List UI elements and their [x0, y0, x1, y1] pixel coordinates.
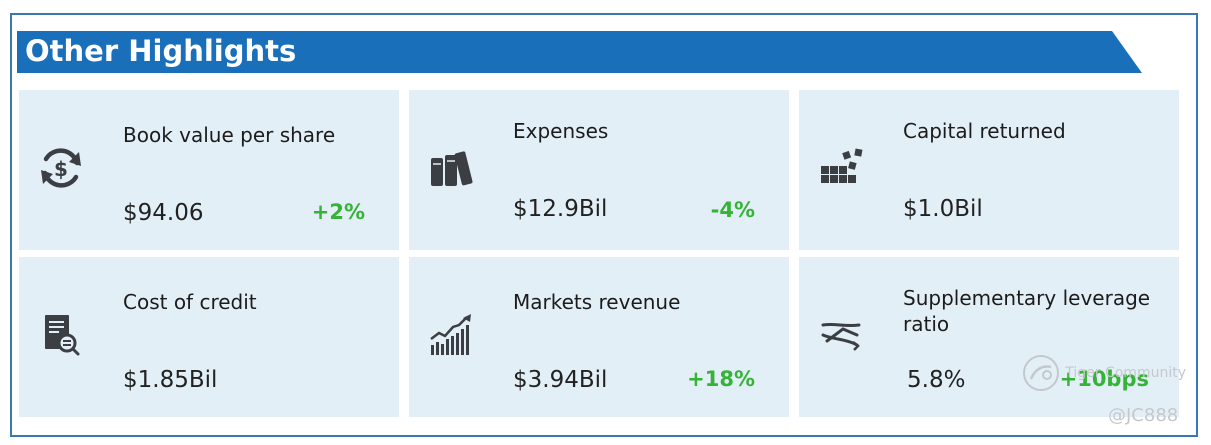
card-label: Supplementary leverage ratio — [903, 286, 1151, 336]
card-markets-revenue: Markets revenue $3.94Bil +18% — [409, 257, 789, 417]
card-supplementary-leverage-ratio: Supplementary leverage ratio 5.8% +10bps — [799, 257, 1179, 417]
card-label: Capital returned — [903, 119, 1066, 143]
svg-text:$: $ — [54, 157, 68, 181]
card-label: Markets revenue — [513, 290, 681, 314]
card-expenses: Expenses $12.9Bil -4% — [409, 90, 789, 250]
growth-chart-icon — [427, 311, 475, 359]
tiger-logo-icon — [1023, 355, 1060, 391]
page-title: Other Highlights — [25, 34, 297, 68]
card-change: +18% — [687, 367, 755, 391]
watermark: Tiger Community — [1021, 353, 1186, 393]
leverage-icon — [817, 311, 865, 359]
card-value: $94.06 — [123, 200, 204, 226]
document-search-icon — [37, 311, 85, 359]
blocks-icon — [817, 144, 865, 192]
card-cost-of-credit: Cost of credit $1.85Bil — [19, 257, 399, 417]
card-change: +2% — [311, 200, 365, 224]
watermark-brand: Tiger Community — [1065, 365, 1186, 381]
card-value: $3.94Bil — [513, 367, 608, 393]
card-label: Book value per share — [123, 123, 336, 147]
dollar-cycle-icon: $ — [37, 144, 85, 192]
card-book-value-per-share: $ Book value per share $94.06 +2% — [19, 90, 399, 250]
card-value: 5.8% — [907, 367, 966, 393]
card-change: +10bps — [1059, 367, 1149, 391]
watermark-handle: @JC888 — [1108, 405, 1179, 426]
card-value: $1.85Bil — [123, 367, 218, 393]
card-label: Cost of credit — [123, 290, 257, 314]
books-icon — [427, 144, 475, 192]
card-value: $1.0Bil — [903, 196, 983, 222]
card-change: -4% — [710, 198, 755, 222]
highlights-panel: Other Highlights $ Book value per share … — [10, 13, 1198, 437]
card-value: $12.9Bil — [513, 196, 608, 222]
card-label: Expenses — [513, 119, 609, 143]
card-capital-returned: Capital returned $1.0Bil — [799, 90, 1179, 250]
header-banner: Other Highlights — [17, 31, 1142, 73]
